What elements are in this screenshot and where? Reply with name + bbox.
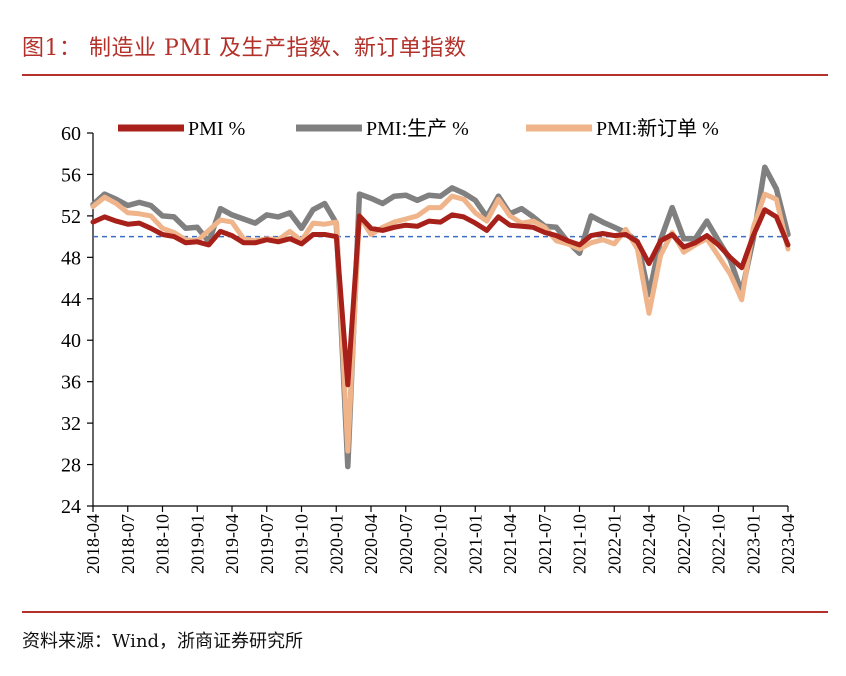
x-tick-label: 2023-04 (778, 514, 798, 574)
x-tick-label: 2019-07 (257, 514, 277, 574)
x-tick-label: 2019-04 (222, 514, 242, 574)
legend-label-2: PMI:新订单 % (596, 117, 719, 140)
y-tick-label: 48 (61, 247, 81, 269)
x-tick-label: 2023-01 (743, 514, 763, 574)
y-tick-label: 28 (61, 455, 81, 477)
chart-legend: PMI % PMI:生产 % PMI:新订单 % (118, 117, 719, 140)
title-rule (22, 74, 828, 76)
y-tick-label: 44 (61, 289, 81, 311)
x-tick-label: 2021-10 (570, 514, 590, 574)
y-tick-label: 32 (61, 413, 81, 435)
x-tick-label: 2020-07 (396, 514, 416, 574)
x-tick-label: 2020-10 (431, 514, 451, 574)
x-tick-label: 2022-01 (604, 514, 624, 574)
figure-title: 图1： 制造业 PMI 及生产指数、新订单指数 (22, 36, 467, 61)
legend-label-1: PMI:生产 % (366, 117, 469, 140)
x-tick-label: 2021-04 (500, 514, 520, 574)
series-line-1 (90, 164, 791, 470)
y-tick-label: 60 (61, 123, 81, 145)
x-tick-label: 2020-01 (326, 514, 346, 574)
x-tick-label: 2022-07 (674, 514, 694, 574)
x-tick-label: 2020-04 (361, 514, 381, 574)
pmi-line-chart: PMI % PMI:生产 % PMI:新订单 % 24 28 32 36 40 44 48 52 5… (61, 117, 798, 574)
x-tick-label: 2019-01 (187, 514, 207, 574)
x-tick-label: 2018-04 (83, 514, 103, 574)
series-lines (90, 164, 791, 470)
x-axis: 2018-04 2018-07 2018-10 2019-01 2019-04 2019-… (83, 505, 798, 574)
x-tick-label: 2022-10 (709, 514, 729, 574)
y-tick-label: 24 (61, 496, 81, 518)
y-tick-label: 52 (61, 206, 81, 228)
series-line-0 (90, 207, 791, 388)
x-tick-label: 2018-07 (118, 514, 138, 574)
y-tick-label: 40 (61, 330, 81, 352)
y-tick-label: 56 (61, 164, 81, 186)
x-tick-label: 2022-04 (639, 514, 659, 574)
legend-label-0: PMI % (188, 118, 245, 140)
y-tick-label: 36 (61, 372, 81, 394)
x-tick-label: 2021-07 (535, 514, 555, 574)
x-tick-label: 2018-10 (153, 514, 173, 574)
x-tick-label: 2019-10 (292, 514, 312, 574)
source-note: 资料来源：Wind，浙商证券研究所 (22, 631, 304, 652)
x-tick-label: 2021-01 (465, 514, 485, 574)
y-axis: 24 28 32 36 40 44 48 52 56 60 (61, 123, 94, 518)
footer-rule (22, 611, 828, 613)
